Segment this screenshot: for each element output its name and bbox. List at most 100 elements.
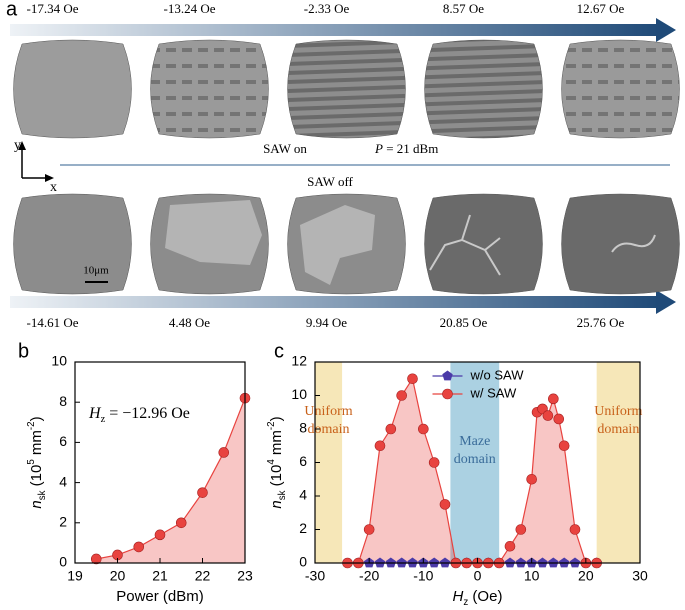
data-point — [428, 457, 440, 468]
y-axis-label-part: n — [268, 500, 285, 508]
field-label: 9.94 Oe — [306, 315, 347, 330]
y-tick-label: 8 — [59, 393, 67, 409]
data-point — [418, 423, 429, 435]
region-band — [450, 362, 500, 563]
micrograph — [13, 39, 132, 139]
domain-patch — [300, 205, 375, 285]
data-point — [548, 393, 559, 405]
data-point — [218, 447, 230, 458]
annotation-part: z — [101, 414, 106, 425]
x-axis-label: Power (dBm) — [116, 588, 204, 605]
micrograph — [287, 39, 406, 139]
y-axis-label-part: 5 — [26, 459, 37, 465]
domain-wall — [611, 234, 656, 253]
x-tick-label: -10 — [413, 568, 433, 584]
field-label: 4.48 Oe — [169, 315, 210, 330]
field-arrow — [10, 24, 660, 36]
field-arrow — [10, 296, 660, 308]
legend-label: w/ SAW — [470, 385, 517, 400]
micrograph — [150, 39, 269, 139]
data-point — [133, 541, 145, 553]
field-label: -13.24 Oe — [164, 1, 216, 16]
data-point — [439, 499, 451, 510]
field-label: -2.33 Oe — [304, 1, 350, 16]
arrow-head — [656, 18, 676, 42]
data-point — [526, 473, 537, 485]
y-tick-label: 10 — [51, 353, 67, 369]
data-point — [407, 373, 418, 385]
domain-patch — [165, 200, 262, 265]
data-point — [558, 440, 570, 452]
region-label: Uniform — [594, 404, 642, 419]
data-point — [363, 524, 375, 535]
panel-label: a — [6, 0, 18, 20]
x-tick-label: 20 — [110, 568, 126, 584]
x-tick-label: 20 — [578, 568, 594, 584]
x-tick-label: -30 — [305, 568, 325, 584]
y-axis-label-part: mm — [268, 430, 285, 459]
y-axis-label-part: (10 — [268, 465, 285, 491]
region-label: Maze — [459, 434, 490, 449]
legend-marker — [442, 388, 453, 400]
x-tick-label: -20 — [359, 568, 379, 584]
y-axis-label: nsk (104 mm-2) — [266, 416, 288, 508]
field-label: -17.34 Oe — [27, 1, 79, 16]
annotation-part: H — [88, 405, 102, 422]
y-axis-label-part: sk — [37, 490, 48, 500]
x-tick-label: 10 — [524, 568, 540, 584]
y-tick-label: 6 — [59, 433, 67, 449]
data-point — [504, 540, 516, 552]
legend-marker — [442, 370, 453, 381]
x-tick-label: 0 — [474, 568, 482, 584]
arrow-head — [45, 174, 54, 182]
data-point — [569, 524, 581, 535]
micrograph — [424, 39, 543, 139]
domain-wall — [429, 214, 501, 276]
micrograph — [13, 193, 132, 295]
x-tick-label: 19 — [67, 568, 83, 584]
region-label: domain — [454, 452, 496, 467]
y-axis-label-part: -2 — [266, 421, 277, 430]
micrograph — [424, 193, 543, 295]
y-axis-label-part: 4 — [266, 459, 277, 465]
y-tick-label: 4 — [299, 487, 307, 503]
field-label: 20.85 Oe — [440, 315, 488, 330]
power-symbol: P — [374, 141, 383, 156]
data-point — [197, 487, 208, 498]
region-label: domain — [597, 422, 639, 437]
field-label: 12.67 Oe — [577, 1, 625, 16]
data-point — [374, 440, 386, 452]
y-tick-label: 2 — [59, 514, 67, 530]
y-axis-label-part: -2 — [26, 421, 37, 430]
scale-bar-label: 10μm — [83, 265, 109, 277]
y-axis-label: nsk (105 mm-2) — [26, 416, 48, 508]
data-point — [175, 517, 187, 529]
area — [347, 378, 597, 563]
legend-label: w/o SAW — [470, 367, 525, 382]
data-point — [154, 529, 166, 541]
region-label: domain — [308, 422, 350, 437]
x-axis-label-part: H — [453, 588, 464, 605]
data-point — [553, 413, 565, 425]
x-tick-label: 22 — [195, 568, 211, 584]
y-tick-label: 0 — [299, 554, 307, 570]
panel-label: b — [18, 340, 29, 362]
condition-label: SAW off — [307, 174, 353, 189]
region-band — [596, 362, 640, 563]
x-tick-label: 21 — [152, 568, 168, 584]
y-tick-label: 8 — [299, 420, 307, 436]
x-axis-label-part: (Oe) — [468, 588, 502, 605]
annotation-part: = −12.96 Oe — [105, 405, 190, 422]
arrow-head — [18, 141, 26, 150]
y-axis-label-part: n — [28, 500, 45, 508]
x-tick-label: 30 — [632, 568, 648, 584]
data-point — [515, 524, 527, 535]
axis-label: y — [14, 138, 21, 153]
axis-label: x — [50, 180, 57, 195]
y-tick-label: 6 — [299, 453, 307, 469]
panel-label: c — [274, 340, 284, 362]
data-point — [396, 390, 407, 401]
power-label: P = 21 dBm — [374, 141, 438, 156]
region-label: Uniform — [304, 404, 352, 419]
